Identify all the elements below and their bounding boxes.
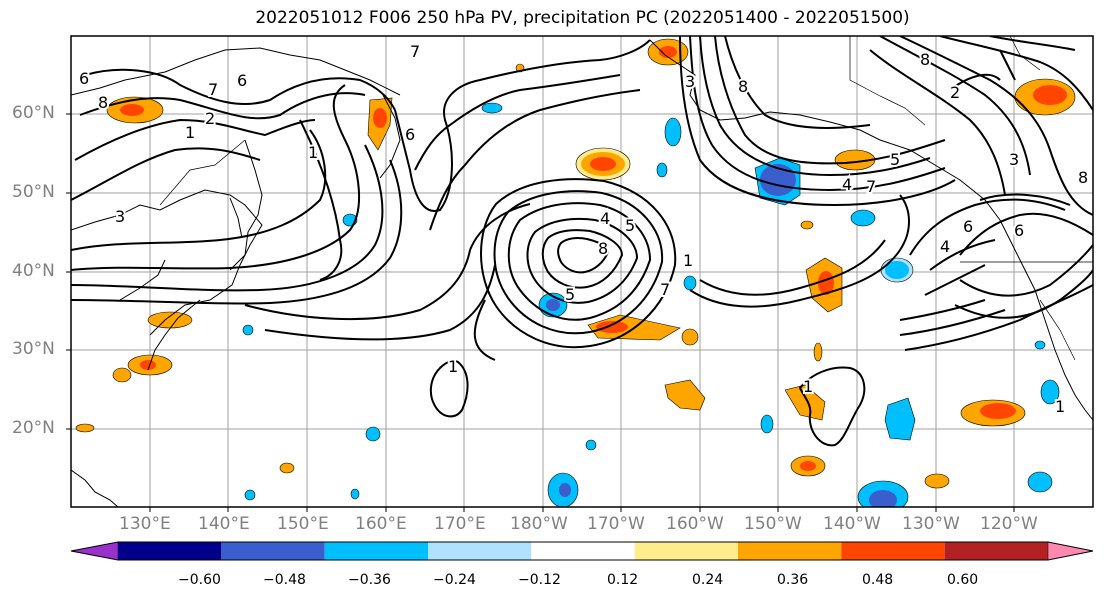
contour-label: 7 <box>660 280 670 299</box>
contour-label: 8 <box>738 77 748 96</box>
colorbar-swatch <box>738 542 842 560</box>
colorbar-swatch <box>634 542 738 560</box>
contour-label: 1 <box>308 143 318 162</box>
lon-label-150e: 150°E <box>277 514 329 534</box>
contour-label: 3 <box>1009 150 1019 169</box>
pv-contours <box>71 36 1093 447</box>
lat-label-40n: 40°N <box>12 261 55 281</box>
contour-label: 3 <box>685 72 695 91</box>
lat-label-20n: 20°N <box>12 418 55 438</box>
colorbar-swatch <box>221 542 325 560</box>
contour-label: 5 <box>565 285 575 304</box>
colorbar-extend-high <box>1047 541 1094 561</box>
lon-label-140e: 140°E <box>198 514 250 534</box>
contour-label: 8 <box>1078 168 1088 187</box>
contour-label: 1 <box>803 377 813 396</box>
colorbar-tick-label: 0.48 <box>862 572 894 588</box>
axis-ticks <box>66 113 1015 512</box>
contour-label: 2 <box>950 83 960 102</box>
contour-label: 8 <box>920 50 930 69</box>
contour-label: 2 <box>205 109 215 128</box>
colorbar <box>70 541 1094 561</box>
colorbar-tick-label: −0.24 <box>433 572 476 588</box>
contour-label: 6 <box>1014 221 1024 240</box>
colorbar-tick-label: 0.60 <box>947 572 979 588</box>
colorbar-extend-low <box>70 541 119 561</box>
contour-label: 1 <box>448 357 458 376</box>
lon-label-130w: 130°W <box>902 514 960 534</box>
colorbar-tick-label: 0.36 <box>777 572 809 588</box>
lon-label-180w: 180°W <box>510 514 568 534</box>
colorbar-swatch <box>118 542 222 560</box>
contour-label: 8 <box>98 93 108 112</box>
contour-label: 5 <box>625 216 635 235</box>
lon-label-140w: 140°W <box>823 514 881 534</box>
colorbar-tick-label: −0.48 <box>263 572 306 588</box>
lat-label-60n: 60°N <box>12 103 55 123</box>
contour-label: 7 <box>208 80 218 99</box>
lon-label-150w: 150°W <box>744 514 802 534</box>
lon-label-120w: 120°W <box>980 514 1038 534</box>
lon-label-170e: 170°E <box>434 514 486 534</box>
map-title: 2022051012 F006 250 hPa PV, precipitatio… <box>255 8 910 28</box>
contour-label: 4 <box>842 175 852 194</box>
contour-label: 6 <box>79 69 89 88</box>
contour-label: 3 <box>115 207 125 226</box>
colorbar-swatch <box>428 542 532 560</box>
colorbar-tick-label: −0.36 <box>348 572 391 588</box>
contour-labels: 6 8 1 2 7 4 5 8 1 7 8 6 3 7 4 5 6 3 1 1 … <box>77 40 1090 418</box>
lat-label-30n: 30°N <box>12 339 55 359</box>
colorbar-tick-label: 0.12 <box>607 572 639 588</box>
colorbar-tick-label: −0.12 <box>518 572 561 588</box>
contour-label: 4 <box>940 237 950 256</box>
colorbar-tick-label: 0.24 <box>692 572 724 588</box>
colorbar-outline <box>70 541 1094 561</box>
contour-label: 6 <box>237 71 247 90</box>
contour-label: 1 <box>683 251 693 270</box>
contour-label: 7 <box>866 177 876 196</box>
colorbar-swatch <box>944 542 1048 560</box>
lon-label-160e: 160°E <box>355 514 407 534</box>
colorbar-swatch <box>531 542 635 560</box>
contour-label: 4 <box>600 209 610 228</box>
colorbar-tick-label: −0.60 <box>178 572 221 588</box>
contour-label: 1 <box>1055 397 1065 416</box>
lat-label-50n: 50°N <box>12 182 55 202</box>
contour-label: 1 <box>185 123 195 142</box>
colorbar-swatch <box>324 542 428 560</box>
contour-label: 6 <box>405 125 415 144</box>
lon-label-170w: 170°W <box>587 514 645 534</box>
lon-label-130e: 130°E <box>119 514 171 534</box>
contour-label: 5 <box>890 150 900 169</box>
contour-label: 6 <box>963 217 973 236</box>
contour-label: 8 <box>598 239 608 258</box>
lon-label-160w: 160°W <box>666 514 724 534</box>
coastlines <box>71 39 1093 507</box>
contour-label: 7 <box>410 42 420 61</box>
colorbar-swatch <box>841 542 945 560</box>
